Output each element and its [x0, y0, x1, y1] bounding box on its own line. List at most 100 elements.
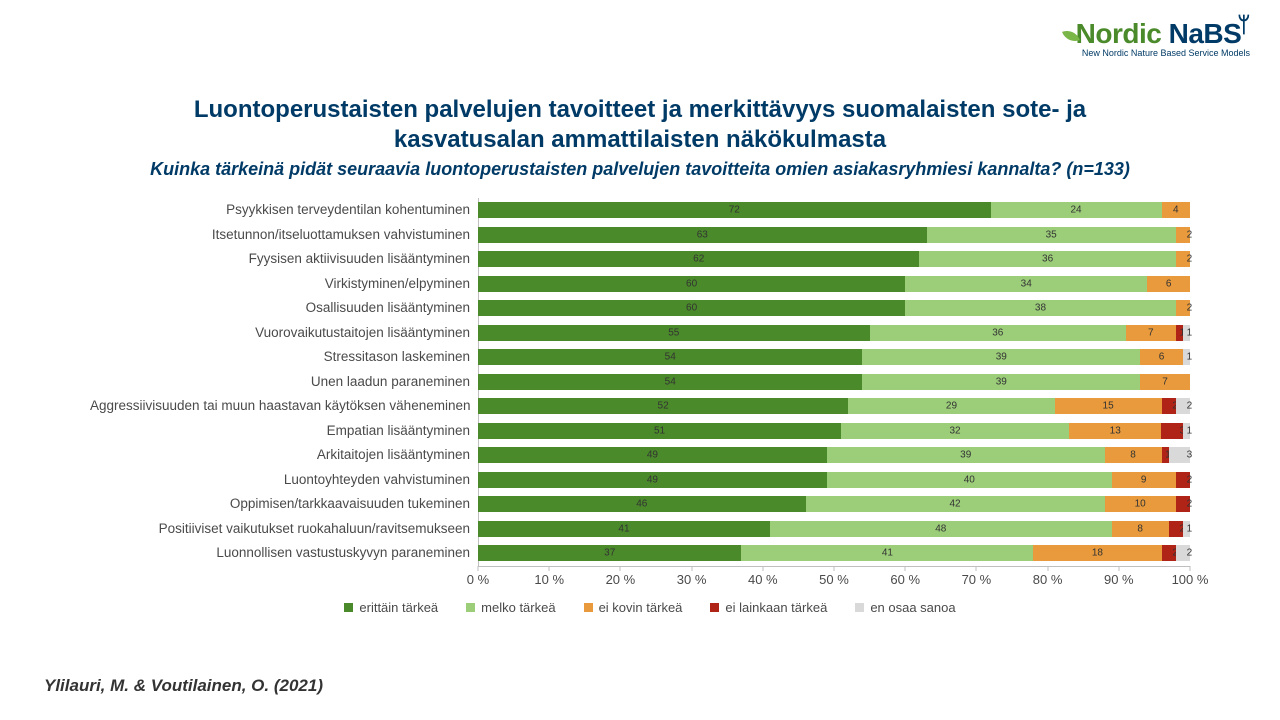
bar-segment-erittain: 62	[478, 251, 919, 267]
chart-row: Vuorovaikutustaitojen lisääntyminen55367…	[90, 321, 1210, 346]
stacked-bar-chart: Psyykkisen terveydentilan kohentuminen72…	[90, 198, 1210, 636]
x-tick: 70 %	[962, 572, 992, 587]
bar-segment-ei_kovin: 4	[1162, 202, 1190, 218]
category-label: Psyykkisen terveydentilan kohentuminen	[90, 198, 470, 223]
value-label: 62	[693, 254, 704, 265]
category-label: Aggressiivisuuden tai muun haastavan käy…	[90, 394, 470, 419]
bar-segment-eos: 1	[1183, 521, 1190, 537]
value-label: 1	[1187, 523, 1193, 534]
bar-segment-ei_kovin: 8	[1112, 521, 1169, 537]
bar-segment-ei_lainkaan: 2	[1176, 496, 1190, 512]
value-label: 32	[949, 425, 960, 436]
bar-segment-ei_kovin: 2	[1176, 300, 1190, 316]
bar-segment-eos: 2	[1176, 545, 1190, 561]
value-label: 1	[1187, 425, 1193, 436]
bar-segment-eos: 1	[1183, 325, 1190, 341]
value-label: 1	[1187, 352, 1193, 363]
category-label: Positiiviset vaikutukset ruokahaluun/rav…	[90, 517, 470, 542]
value-label: 46	[636, 499, 647, 510]
bar-segment-erittain: 51	[478, 423, 841, 439]
bar: 494092	[478, 472, 1190, 488]
bar-segment-erittain: 60	[478, 276, 905, 292]
bar-segment-erittain: 55	[478, 325, 870, 341]
value-label: 2	[1187, 229, 1193, 240]
x-tick: 20 %	[606, 572, 636, 587]
x-tick: 10 %	[534, 572, 564, 587]
value-label: 36	[992, 327, 1003, 338]
value-label: 8	[1130, 450, 1136, 461]
value-label: 2	[1187, 548, 1193, 559]
legend-swatch	[855, 603, 864, 612]
title-line1: Luontoperustaisten palvelujen tavoitteet…	[194, 96, 1086, 123]
bar: 5536711	[478, 325, 1190, 341]
bar: 52291522	[478, 398, 1190, 414]
bar-segment-erittain: 54	[478, 349, 862, 365]
value-label: 34	[1021, 278, 1032, 289]
bar-segment-ei_kovin: 7	[1140, 374, 1190, 390]
value-label: 63	[697, 229, 708, 240]
bar-segment-ei_kovin: 13	[1069, 423, 1162, 439]
bar: 543961	[478, 349, 1190, 365]
bar-segment-melko: 29	[848, 398, 1054, 414]
legend-label: en osaa sanoa	[870, 600, 955, 615]
bar-segment-ei_lainkaan: 2	[1176, 472, 1190, 488]
value-label: 39	[996, 376, 1007, 387]
legend-item: melko tärkeä	[466, 600, 555, 615]
bar-segment-melko: 39	[862, 349, 1140, 365]
legend-swatch	[466, 603, 475, 612]
value-label: 2	[1187, 254, 1193, 265]
bar-segment-ei_lainkaan: 2	[1162, 545, 1176, 561]
x-tick: 90 %	[1104, 572, 1134, 587]
x-tick: 60 %	[890, 572, 920, 587]
legend-swatch	[584, 603, 593, 612]
category-label: Unen laadun paraneminen	[90, 370, 470, 395]
value-label: 2	[1187, 401, 1193, 412]
bar-segment-melko: 32	[841, 423, 1069, 439]
value-label: 60	[686, 303, 697, 314]
value-label: 55	[668, 327, 679, 338]
value-label: 1	[1187, 327, 1193, 338]
value-label: 39	[960, 450, 971, 461]
bar-segment-ei_kovin: 9	[1112, 472, 1176, 488]
bar-segment-melko: 40	[827, 472, 1112, 488]
value-label: 2	[1187, 474, 1193, 485]
value-label: 2	[1187, 303, 1193, 314]
x-tick: 50 %	[819, 572, 849, 587]
bar: 54 39 7	[478, 374, 1190, 390]
chart-row: Empatian lisääntyminen51321331	[90, 419, 1210, 444]
bar-segment-melko: 42	[806, 496, 1105, 512]
bar-segment-eos: 1	[1183, 349, 1190, 365]
category-label: Luontoyhteyden vahvistuminen	[90, 468, 470, 493]
bar-segment-erittain: 49	[478, 472, 827, 488]
category-label: Arkitaitojen lisääntyminen	[90, 443, 470, 468]
category-label: Oppimisen/tarkkaavaisuuden tukeminen	[90, 492, 470, 517]
legend-swatch	[344, 603, 353, 612]
legend-item: ei lainkaan tärkeä	[710, 600, 827, 615]
bar-segment-ei_kovin: 2	[1176, 227, 1190, 243]
value-label: 52	[658, 401, 669, 412]
category-label: Osallisuuden lisääntyminen	[90, 296, 470, 321]
bar-segment-ei_lainkaan: 2	[1169, 521, 1183, 537]
value-label: 3	[1187, 450, 1193, 461]
chart-row: Stressitason laskeminen543961	[90, 345, 1210, 370]
chart-subtitle: Kuinka tärkeinä pidät seuraavia luontope…	[0, 159, 1280, 180]
x-tick: 0 %	[467, 572, 489, 587]
antler-icon: ᛘ	[1237, 18, 1250, 31]
chart-row: Itsetunnon/itseluottamuksen vahvistumine…	[90, 223, 1210, 248]
legend-item: en osaa sanoa	[855, 600, 955, 615]
logo-word-nabs: NaBS	[1169, 18, 1242, 49]
bar-segment-erittain: 52	[478, 398, 848, 414]
category-label: Empatian lisääntyminen	[90, 419, 470, 444]
bar-segment-erittain: 63	[478, 227, 927, 243]
value-label: 39	[996, 352, 1007, 363]
legend-swatch	[710, 603, 719, 612]
value-label: 13	[1110, 425, 1121, 436]
bar-segment-ei_kovin: 6	[1147, 276, 1190, 292]
bar-segment-ei_kovin: 15	[1055, 398, 1162, 414]
value-label: 8	[1137, 523, 1143, 534]
bar-segment-erittain: 54	[478, 374, 862, 390]
value-label: 72	[729, 205, 740, 216]
bar-segment-melko: 36	[870, 325, 1126, 341]
value-label: 18	[1092, 548, 1103, 559]
bar-segment-ei_kovin: 10	[1105, 496, 1176, 512]
